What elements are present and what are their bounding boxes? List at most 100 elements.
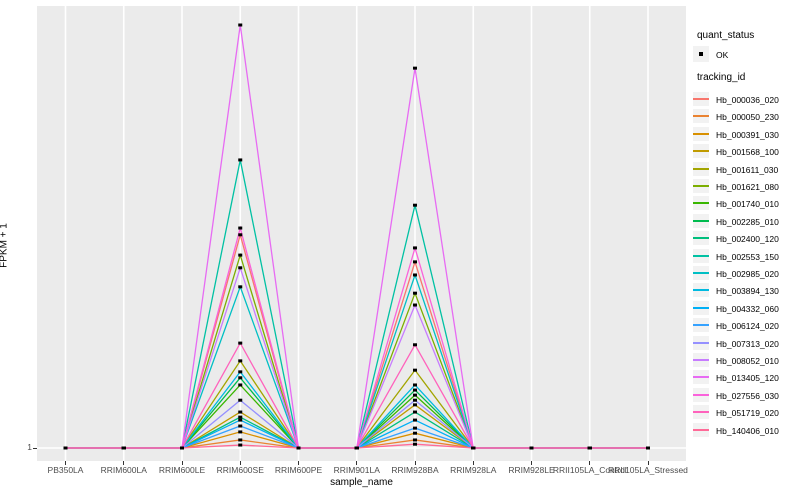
x-tick-mark — [414, 461, 416, 465]
data-point — [238, 376, 243, 380]
data-point — [238, 410, 243, 414]
x-tick-label: RRIM600SE — [216, 465, 264, 475]
data-point — [587, 446, 592, 450]
data-point — [413, 368, 417, 372]
data-point — [238, 383, 243, 387]
data-point — [238, 226, 243, 230]
data-point — [238, 430, 243, 434]
data-point — [646, 446, 650, 450]
data-point — [413, 410, 417, 414]
legend-key-line-icon — [693, 150, 709, 153]
legend-item-label: Hb_001740_010 — [716, 199, 779, 210]
data-point — [238, 266, 243, 270]
data-point — [238, 370, 243, 374]
x-tick-label: RRII105LA_Control — [552, 465, 627, 475]
data-point — [413, 426, 417, 430]
legend-item: Hb_001740_010 — [690, 195, 800, 212]
legend-item: Hb_001568_100 — [690, 143, 800, 160]
legend-item-label: Hb_008052_010 — [716, 356, 779, 366]
x-tick-mark — [65, 461, 66, 465]
data-point — [238, 398, 243, 402]
legend-title-tracking-id: tracking_id — [697, 72, 746, 83]
legend-item: Hb_027556_030 — [690, 387, 800, 404]
legend-key-line-icon — [693, 324, 709, 327]
legend-item: Hb_006124_020 — [690, 317, 800, 334]
legend-item: Hb_004332_060 — [690, 300, 800, 317]
data-point — [471, 446, 476, 450]
legend-key-line-icon — [693, 393, 709, 396]
data-point — [238, 233, 243, 237]
x-tick-mark — [181, 461, 183, 465]
legend-item-label: Hb_001568_100 — [716, 147, 779, 158]
x-tick-mark — [589, 461, 591, 465]
data-point — [413, 343, 417, 347]
x-axis-title: sample_name — [330, 477, 393, 488]
data-point — [413, 431, 417, 435]
data-point — [413, 273, 417, 277]
legend-item-label: Hb_027556_030 — [716, 390, 779, 401]
data-point — [238, 253, 243, 257]
x-tick-mark — [647, 461, 649, 465]
legend-item-label: Hb_002400_120 — [716, 234, 779, 245]
y-axis-title: FPKM + 1 — [0, 223, 10, 268]
x-tick-mark — [356, 461, 358, 465]
data-point — [238, 158, 243, 162]
legend-item-label: Hb_000050_230 — [716, 112, 779, 123]
data-point — [413, 418, 417, 422]
data-point — [238, 438, 243, 442]
legend-item: Hb_002985_020 — [690, 265, 800, 282]
legend-key-line-icon — [693, 289, 709, 292]
data-point — [63, 446, 68, 450]
data-point — [238, 443, 243, 447]
x-tick-label: RRIM600LE — [158, 465, 206, 475]
legend-key-line-icon — [693, 132, 709, 135]
legend-item: Hb_001621_080 — [690, 178, 800, 195]
data-point — [413, 398, 417, 402]
data-point — [413, 442, 417, 446]
legend-item-label: Hb_013405_120 — [716, 373, 779, 384]
ok-point-icon — [699, 52, 703, 56]
data-point — [413, 438, 417, 442]
legend-title-quant-status: quant_status — [697, 30, 755, 41]
x-tick-mark — [531, 461, 532, 465]
legend-item: Hb_002400_120 — [690, 230, 800, 247]
x-tick-label: RRIM928LA — [450, 465, 497, 475]
legend-key-line-icon — [693, 202, 709, 205]
legend-key-line-icon — [693, 167, 709, 170]
x-tick-mark — [298, 461, 299, 465]
data-point — [238, 285, 243, 289]
legend-item-label: Hb_051719_020 — [716, 408, 779, 419]
legend-item-label: Hb_003894_130 — [716, 286, 779, 297]
legend-key-box — [693, 46, 709, 62]
legend-key-line-icon — [693, 272, 709, 274]
legend-item-ok: OK — [690, 46, 798, 63]
x-tick-mark — [472, 461, 474, 465]
legend-item: Hb_000036_020 — [690, 91, 800, 108]
legend: quant_status OK tracking_id Hb_000036_02… — [690, 0, 800, 500]
x-tick-label: RRIM600LA — [100, 465, 147, 475]
legend-item-label: Hb_006124_020 — [716, 321, 779, 332]
legend-item-label: Hb_001621_080 — [716, 182, 779, 192]
data-point — [238, 418, 243, 422]
legend-item-label: Hb_002985_020 — [716, 269, 779, 279]
legend-item: Hb_140406_010 — [690, 422, 800, 439]
legend-item: Hb_000050_230 — [690, 108, 800, 125]
legend-item: Hb_051719_020 — [690, 404, 800, 421]
x-tick-mark — [239, 461, 241, 465]
x-tick-label: RRIM928BA — [391, 465, 439, 475]
data-point — [238, 341, 243, 345]
data-point — [413, 66, 417, 70]
data-point — [413, 383, 417, 387]
data-point — [238, 23, 243, 27]
legend-item: Hb_001611_030 — [690, 161, 800, 178]
legend-key-line-icon — [693, 254, 709, 257]
y-tick-label: 1 — [27, 442, 32, 452]
legend-item: Hb_003894_130 — [690, 282, 800, 299]
x-tick-label: RRIM600PE — [274, 465, 323, 475]
x-tick-label: RRIM928LE — [508, 465, 555, 475]
legend-key-line-icon — [693, 219, 709, 222]
legend-key-line-icon — [693, 359, 709, 361]
data-point — [238, 424, 243, 428]
legend-key-line-icon — [693, 341, 709, 344]
